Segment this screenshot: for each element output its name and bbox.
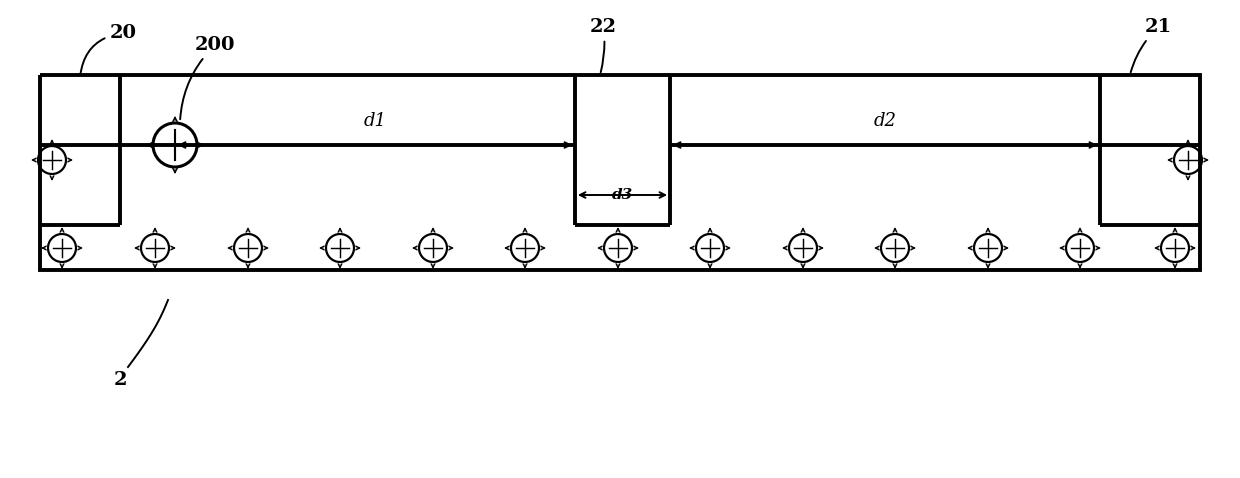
Text: 21: 21	[1131, 18, 1172, 72]
Text: 20: 20	[81, 24, 136, 75]
Text: 200: 200	[180, 36, 236, 119]
Text: d2: d2	[873, 112, 897, 130]
Text: 22: 22	[590, 18, 618, 72]
Text: 2: 2	[113, 371, 126, 389]
Text: d3: d3	[611, 188, 632, 202]
Text: d1: d1	[363, 112, 387, 130]
